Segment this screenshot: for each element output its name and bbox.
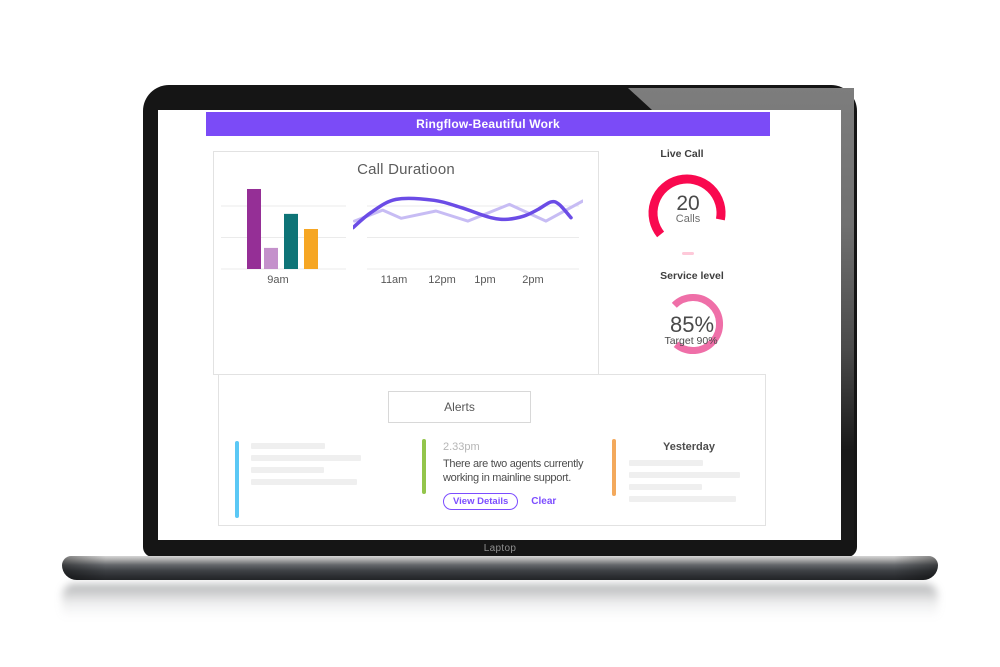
- line-axis-label-12pm: 12pm: [428, 274, 456, 286]
- alert-item-message: 2.33pm There are two agents currently wo…: [443, 441, 583, 510]
- skeleton-line: [629, 496, 736, 502]
- skeleton-line: [251, 467, 324, 473]
- alert-accent-green: [422, 439, 426, 494]
- service-level-target: Target 90%: [664, 335, 718, 347]
- line-axis-label-11am: 11am: [380, 274, 408, 286]
- alert-item-skeleton-1: [251, 443, 361, 491]
- service-level-value: 85%: [669, 312, 715, 337]
- service-level-gauge-arc: [671, 294, 724, 354]
- app-title: Ringflow-Beautiful Work: [416, 117, 560, 131]
- clear-button[interactable]: Clear: [531, 496, 557, 507]
- service-level-title: Service level: [660, 270, 724, 282]
- laptop-brand-label: Laptop: [483, 543, 517, 554]
- line-axis-label-2pm: 2pm: [522, 274, 544, 286]
- laptop-frame: Ringflow-Beautiful Work Call Duratioon 9…: [143, 85, 857, 557]
- alerts-title: Alerts: [444, 400, 475, 414]
- live-call-gauge-arc: [648, 174, 726, 238]
- panel-title: Call Duratioon: [357, 161, 455, 178]
- line-chart-svg: [353, 196, 583, 270]
- alert-message-line1: There are two agents currently: [443, 458, 584, 470]
- alerts-panel: Alerts 2.33pm There are two agents curre…: [218, 374, 766, 526]
- skeleton-line: [629, 484, 702, 490]
- bar-axis-label: 9am: [267, 274, 289, 286]
- live-call-title: Live Call: [660, 148, 704, 160]
- laptop-screen: Ringflow-Beautiful Work Call Duratioon 9…: [158, 110, 841, 540]
- app-header: Ringflow-Beautiful Work: [206, 112, 770, 136]
- alert-timestamp: 2.33pm: [443, 441, 480, 453]
- alert-yesterday-title: Yesterday: [663, 441, 715, 453]
- skeleton-line: [251, 455, 361, 461]
- alert-accent-orange: [612, 439, 616, 496]
- alerts-header-button[interactable]: Alerts: [388, 391, 531, 423]
- call-duration-panel: Call Duratioon 9am 11am 12pm 1pm 2pm: [213, 151, 599, 375]
- view-details-button[interactable]: View Details: [443, 493, 519, 510]
- line-axis-label-1pm: 1pm: [474, 274, 496, 286]
- live-call-value: 20: [676, 192, 700, 215]
- bar-chart-svg: [221, 188, 346, 270]
- gauge-tick-mark: [682, 252, 694, 255]
- alert-message-line2: working in mainline support.: [443, 472, 571, 484]
- laptop-base: [62, 556, 938, 580]
- skeleton-line: [251, 479, 357, 485]
- skeleton-line: [251, 443, 325, 449]
- alert-accent-blue: [235, 441, 239, 518]
- laptop-reflection: [62, 584, 938, 626]
- live-call-unit: Calls: [675, 213, 701, 225]
- alert-item-skeleton-2: [629, 460, 740, 508]
- skeleton-line: [629, 460, 703, 466]
- skeleton-line: [629, 472, 740, 478]
- alert-actions: View Details Clear: [443, 493, 583, 510]
